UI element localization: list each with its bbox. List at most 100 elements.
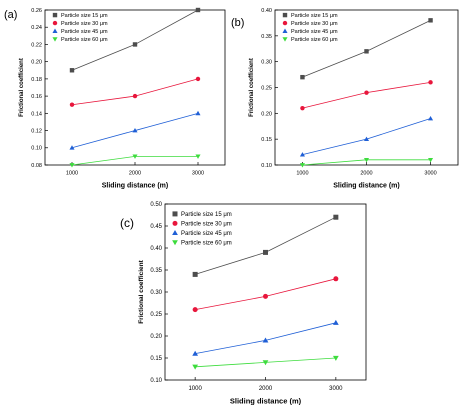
x-tick-label: 2000 — [129, 171, 141, 177]
data-point — [195, 76, 201, 82]
data-point — [132, 93, 138, 99]
data-point — [332, 355, 339, 361]
series-line — [302, 81, 431, 109]
data-point — [69, 145, 75, 150]
series-4 — [69, 154, 201, 168]
data-point — [428, 115, 434, 121]
data-point — [195, 110, 201, 116]
series-4 — [299, 157, 434, 168]
x-tick-label: 3000 — [424, 171, 436, 177]
series-3 — [299, 115, 434, 157]
legend-label: Particle size 15 μm — [291, 13, 338, 19]
y-tick-label: 0.20 — [31, 60, 42, 66]
data-point — [363, 136, 370, 142]
legend-marker — [172, 230, 178, 236]
series-2 — [300, 80, 433, 111]
series-line — [71, 78, 199, 106]
legend: Particle size 15 μm Particle size 30 μm Pa… — [172, 211, 232, 247]
series-3 — [192, 319, 339, 356]
y-tick-label: 0.08 — [31, 163, 42, 169]
x-tick-label: 1000 — [188, 386, 202, 392]
x-tick-label: 2000 — [259, 386, 273, 392]
y-tick-label: 0.15 — [150, 356, 162, 362]
data-point — [132, 128, 138, 133]
y-tick-label: 0.24 — [31, 25, 42, 31]
series-1 — [69, 7, 201, 73]
legend-marker — [282, 28, 288, 33]
legend-label: Particle size 60 μm — [291, 37, 338, 43]
y-tick-label: 0.10 — [31, 146, 42, 152]
y-tick-label: 0.40 — [150, 246, 162, 252]
legend-label: Particle size 60 μm — [181, 241, 232, 247]
data-point — [192, 271, 198, 277]
data-point — [262, 360, 269, 366]
data-point — [132, 154, 138, 159]
data-point — [332, 319, 339, 325]
legend-label: Particle size 30 μm — [181, 222, 232, 228]
data-point — [333, 276, 339, 282]
series-3 — [69, 110, 201, 150]
legend-label: Particle size 60 μm — [61, 37, 108, 43]
legend-marker — [172, 240, 178, 246]
x-tick-label: 1000 — [66, 171, 78, 177]
data-point — [192, 350, 199, 356]
legend-label: Particle size 30 μm — [291, 21, 338, 27]
data-point — [299, 152, 305, 157]
panel-label: (c) — [120, 216, 134, 230]
legend-marker — [282, 12, 288, 18]
y-tick-label: 0.15 — [261, 137, 272, 143]
y-tick-label: 0.30 — [150, 290, 162, 296]
x-tick-label: 3000 — [192, 171, 204, 177]
y-axis-label: Frictional coefficient — [19, 58, 25, 117]
data-point — [333, 214, 339, 220]
data-point — [263, 293, 268, 299]
y-tick-label: 0.35 — [261, 34, 272, 40]
legend-marker — [52, 20, 58, 26]
data-point — [428, 157, 434, 163]
y-tick-label: 0.25 — [150, 312, 162, 318]
panel-label: (a) — [4, 9, 17, 21]
y-tick-label: 0.18 — [31, 77, 42, 83]
x-axis-label: Sliding distance (m) — [102, 183, 169, 190]
data-point — [69, 68, 75, 73]
data-point — [195, 7, 201, 13]
x-axis-label: Sliding distance (m) — [230, 397, 302, 406]
data-point — [428, 18, 433, 23]
series-1 — [192, 214, 339, 277]
data-point — [69, 163, 75, 168]
data-point — [262, 337, 269, 343]
data-point — [299, 163, 305, 168]
legend-label: Particle size 30 μm — [61, 21, 108, 27]
series-2 — [192, 276, 339, 313]
legend-label: Particle size 15 μm — [181, 212, 232, 218]
y-axis-label: Frictional coefficient — [249, 58, 255, 117]
legend: Particle size 15 μm Particle size 30 μm Pa… — [282, 12, 338, 43]
series-4 — [192, 355, 339, 370]
data-point — [69, 102, 75, 107]
data-point — [428, 80, 433, 85]
legend-marker — [172, 211, 178, 217]
y-tick-label: 0.20 — [150, 334, 162, 340]
data-point — [192, 364, 199, 370]
legend-label: Particle size 45 μm — [61, 29, 108, 35]
legend: Particle size 15 μm Particle size 30 μm Pa… — [52, 12, 108, 43]
y-tick-label: 0.10 — [261, 163, 272, 169]
legend-marker — [282, 37, 288, 42]
legend-marker — [172, 220, 178, 226]
y-tick-label: 0.26 — [31, 8, 42, 14]
x-axis-label: Sliding distance (m) — [333, 183, 400, 190]
chart-panel: 0.10 0.15 0.20 0.25 0.30 0.35 0.40 0.45 0.50 1000… — [120, 202, 367, 406]
y-tick-label: 0.25 — [261, 85, 272, 91]
y-tick-label: 0.20 — [261, 111, 272, 117]
y-tick-label: 0.45 — [150, 224, 162, 230]
y-tick-label: 0.30 — [261, 60, 272, 66]
x-tick-label: 3000 — [329, 386, 343, 392]
legend-marker — [52, 28, 58, 33]
legend-label: Particle size 45 μm — [181, 231, 232, 237]
y-tick-label: 0.12 — [31, 128, 42, 134]
legend-label: Particle size 45 μm — [291, 29, 338, 35]
data-point — [300, 74, 305, 80]
data-point — [192, 307, 198, 313]
y-tick-label: 0.10 — [150, 378, 162, 384]
